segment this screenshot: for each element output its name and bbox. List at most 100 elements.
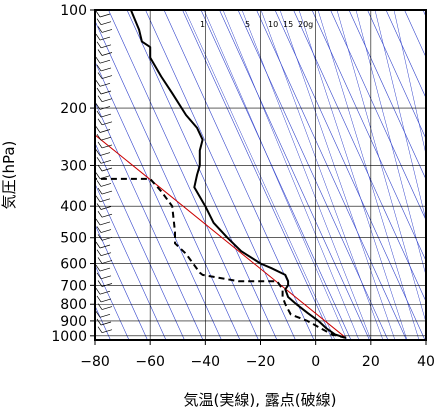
temperature-line [129, 10, 347, 339]
wind-barb [99, 13, 111, 18]
isotherm-line [95, 101, 204, 340]
wind-barb [99, 244, 111, 249]
wind-barb-flag [97, 326, 103, 333]
wind-barb-flag [95, 218, 101, 226]
wind-barb [99, 106, 111, 110]
wind-barb [101, 236, 113, 241]
wind-barb [101, 260, 113, 264]
wind-barb-flag [95, 149, 101, 156]
wind-barb-flag [95, 311, 101, 318]
x-axis-ticks: −80 −60 −40 −20 0 20 40 [80, 340, 435, 370]
dewpoint-line [95, 177, 347, 339]
isotherm-line [274, 10, 426, 340]
isotherm-line [95, 60, 222, 340]
red-reference-line [95, 134, 347, 339]
mixing-ratio-line [184, 10, 336, 340]
y-tick-label: 800 [60, 297, 87, 313]
isotherm-lines [95, 10, 426, 340]
wind-barb [101, 306, 113, 310]
isotherm-line [311, 10, 426, 262]
wind-barb-flag [96, 87, 102, 95]
y-tick-label: 500 [60, 231, 87, 247]
wind-barb [99, 82, 111, 87]
isotherm-line [200, 10, 352, 340]
wind-barb [100, 298, 112, 303]
wind-barb [99, 152, 111, 156]
wind-barb [101, 52, 113, 56]
y-tick-label: 200 [60, 101, 87, 117]
wind-barb-flag [95, 80, 101, 87]
y-tick-label: 100 [60, 3, 87, 19]
isotherm-line [145, 10, 296, 340]
isotherm-line [95, 142, 185, 340]
series-lines [95, 10, 347, 339]
wind-barb-flag [97, 234, 103, 241]
wind-barb-flag [95, 126, 101, 133]
mixing-ratio-line [203, 10, 348, 340]
isotherm-line [385, 10, 426, 99]
isotherm-line [367, 10, 426, 140]
dry-adiabat-line [95, 134, 347, 339]
wind-barb [100, 229, 112, 233]
wind-barb-flag [95, 33, 101, 41]
wind-barb [101, 29, 113, 33]
wind-barb [100, 21, 112, 26]
wind-barb [101, 121, 113, 126]
wind-barb [101, 283, 113, 287]
wind-barb [100, 67, 112, 72]
wind-barb [101, 75, 113, 79]
y-tick-label: 400 [60, 199, 87, 215]
wind-barb [100, 252, 112, 257]
wind-barb [99, 267, 111, 272]
wind-barb-flag [96, 272, 102, 279]
isotherm-line [126, 10, 278, 340]
wind-barb-flag [96, 203, 102, 210]
wind-barb [99, 59, 111, 64]
wind-barb [99, 129, 111, 133]
wind-barb [99, 290, 111, 295]
wind-barb-flag [96, 18, 102, 25]
mixing-ratio-line [355, 10, 426, 277]
wind-barb-flag [96, 249, 102, 256]
isotherm-line [330, 10, 426, 221]
wind-barb [99, 221, 111, 226]
mixing-ratio-label: 20g [298, 20, 313, 29]
isotherm-line [108, 10, 259, 340]
y-tick-label: 600 [60, 257, 87, 273]
mixing-ratio-line [374, 10, 426, 222]
wind-barb [101, 213, 113, 218]
wind-barb [99, 313, 111, 318]
wind-barb-flag [96, 134, 102, 141]
mixing-ratio-label: 1 [200, 20, 205, 29]
wind-barb-flag [95, 264, 101, 272]
wind-barb [101, 329, 113, 334]
wind-barb-flag [97, 303, 103, 310]
wind-barb-flag [96, 295, 102, 303]
wind-barb [99, 198, 111, 203]
wind-barb [101, 190, 113, 195]
mixing-ratio-line [279, 10, 396, 340]
wind-barb-flag [97, 211, 103, 218]
wind-barb-flag [96, 157, 102, 164]
x-tick-label: −20 [246, 354, 276, 370]
y-tick-label: 700 [60, 278, 87, 294]
x-tick-label: 0 [311, 354, 320, 370]
isotherm-line [219, 10, 370, 340]
wind-barbs [95, 10, 113, 334]
mixing-ratio-line [317, 10, 420, 340]
mixing-ratio-label: 10 [268, 20, 278, 29]
mixing-ratio-line [393, 10, 426, 156]
isotherm-line [348, 10, 426, 181]
wind-barb-flag [95, 103, 101, 110]
wind-barb [101, 98, 113, 103]
wind-barb [100, 275, 112, 280]
wind-barb-flag [97, 95, 103, 102]
mixing-ratio-label: 5 [245, 20, 250, 29]
wind-barb-flag [95, 57, 101, 64]
x-tick-label: 40 [417, 354, 435, 370]
wind-barb-flag [97, 187, 103, 195]
wind-barb-flag [97, 118, 103, 125]
wind-barb-flag [96, 318, 102, 326]
wind-barb [100, 206, 112, 210]
